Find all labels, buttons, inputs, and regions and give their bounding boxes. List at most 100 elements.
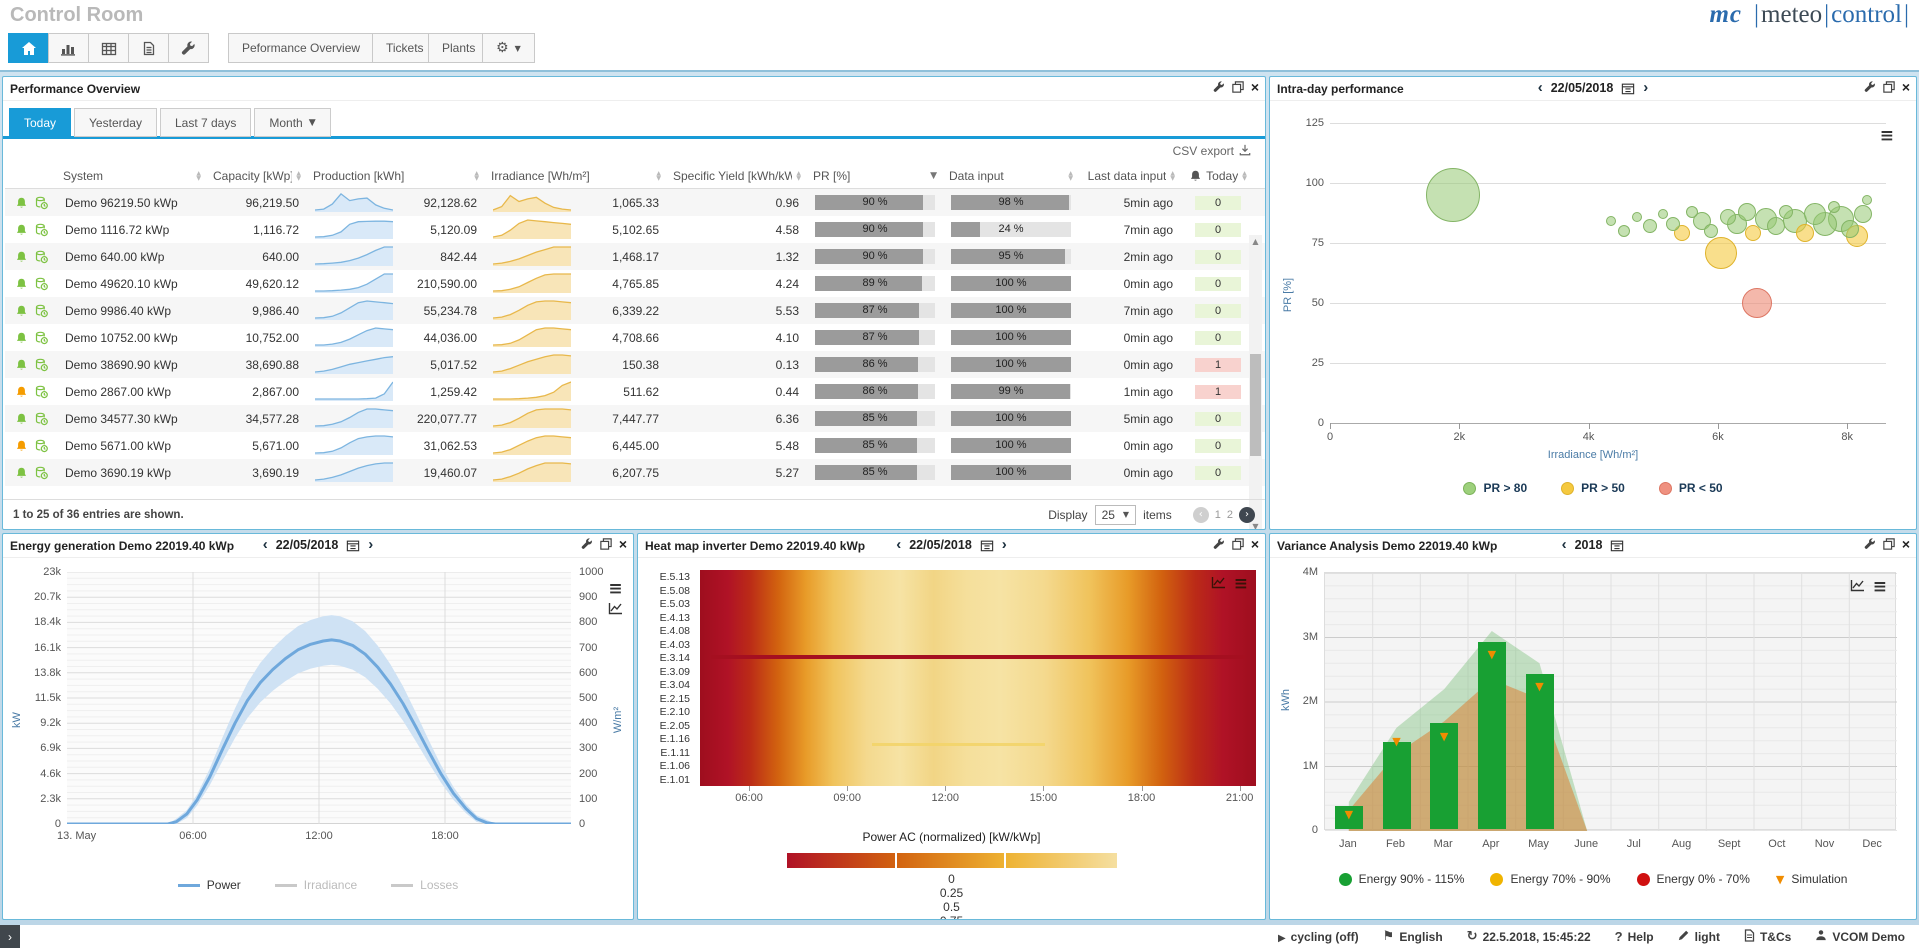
filter-caret-icon[interactable]: ▼ [930, 170, 937, 181]
calendar-button[interactable] [88, 33, 129, 63]
sort-icon[interactable]: ▲ ▼ [474, 169, 479, 182]
col-system[interactable]: System ▲ ▼ [63, 168, 201, 183]
next-date-button[interactable]: › [368, 536, 374, 553]
panel-close-icon[interactable]: × [1901, 536, 1910, 552]
sort-icon[interactable]: ▲ ▼ [196, 169, 201, 182]
data-bubble[interactable] [1841, 219, 1860, 238]
col-pr[interactable]: PR [%] ▼ [813, 168, 937, 183]
tab-month[interactable]: Month ▼ [254, 108, 331, 137]
date-label[interactable]: 22/05/2018 [1550, 81, 1614, 95]
prev-page-button[interactable]: ‹ [1192, 506, 1209, 523]
sidebar-expander[interactable]: › [0, 925, 20, 948]
system-name[interactable]: Demo 5671.00 kWp [65, 438, 172, 453]
system-name[interactable]: Demo 640.00 kWp [65, 249, 165, 264]
tab-today[interactable]: Today [9, 108, 72, 137]
legend-item[interactable]: PR > 50 [1561, 481, 1625, 495]
simulation-marker[interactable]: ▼ [1535, 679, 1544, 693]
data-bubble[interactable] [1606, 216, 1617, 227]
tools-button[interactable] [168, 33, 209, 63]
download-icon[interactable] [1239, 144, 1251, 159]
table-row[interactable]: Demo 9986.40 kWp 9,986.40 55,234.78 6,33… [5, 297, 1265, 324]
system-name[interactable]: Demo 34577.30 kWp [65, 411, 178, 426]
panel-settings-icon[interactable] [581, 538, 593, 550]
data-bubble[interactable] [1657, 209, 1668, 220]
data-bubble[interactable] [1665, 216, 1680, 231]
table-row[interactable]: Demo 1116.72 kWp 1,116.72 5,120.09 5,102… [5, 216, 1265, 243]
energy-bar[interactable] [1430, 722, 1459, 829]
statusbar-22-5-2018-15-45-22[interactable]: ↻ 22.5.2018, 15:45:22 [1466, 929, 1591, 944]
panel-popout-icon[interactable] [1883, 538, 1895, 550]
panel-popout-icon[interactable] [600, 538, 612, 550]
settings-menu-button[interactable]: ⚙ ▼ [482, 33, 535, 63]
col-production[interactable]: Production [kWh] ▲ ▼ [313, 168, 479, 183]
chart-menu-icon[interactable]: ≡ [1872, 577, 1887, 597]
scroll-up-icon[interactable]: ▲ [1252, 237, 1259, 246]
legend-item[interactable]: Power [177, 878, 241, 892]
prev-date-button[interactable]: ‹ [1561, 536, 1567, 553]
legend-item[interactable]: Losses [391, 878, 458, 892]
table-row[interactable]: Demo 38690.90 kWp 38,690.88 5,017.52 150… [5, 351, 1265, 378]
home-button[interactable] [8, 33, 49, 63]
system-name[interactable]: Demo 49620.10 kWp [65, 276, 178, 291]
table-row[interactable]: Demo 640.00 kWp 640.00 842.44 1,468.17 1… [5, 243, 1265, 270]
legend-item[interactable]: Energy 90% - 115% [1338, 872, 1464, 886]
data-bubble[interactable] [1632, 211, 1643, 222]
table-row[interactable]: Demo 2867.00 kWp 2,867.00 1,259.42 511.6… [5, 378, 1265, 405]
chart-menu-icon[interactable]: ≡ [1233, 574, 1248, 594]
line-chart-toggle-icon[interactable] [1850, 579, 1865, 595]
sort-icon[interactable]: ▲ ▼ [1170, 169, 1175, 182]
date-label[interactable]: 2018 [1574, 538, 1603, 552]
scrollbar-thumb[interactable] [1250, 354, 1261, 456]
table-row[interactable]: Demo 49620.10 kWp 49,620.12 210,590.00 4… [5, 270, 1265, 297]
data-bubble[interactable] [1738, 202, 1756, 221]
chart-menu-icon[interactable]: ≡ [608, 579, 623, 599]
data-bubble[interactable] [1861, 194, 1872, 205]
data-bubble[interactable] [1854, 205, 1873, 224]
data-bubble[interactable] [1767, 217, 1786, 236]
panel-close-icon[interactable]: × [1250, 536, 1259, 552]
panel-settings-icon[interactable] [1213, 81, 1225, 93]
panel-popout-icon[interactable] [1232, 81, 1244, 93]
panel-popout-icon[interactable] [1883, 81, 1895, 93]
charts-button[interactable] [48, 33, 89, 63]
tab-last-7-days[interactable]: Last 7 days [159, 108, 252, 137]
date-label[interactable]: 22/05/2018 [275, 538, 339, 552]
sort-icon[interactable]: ▲ ▼ [656, 169, 661, 182]
page-size-select[interactable]: 25 ▼ [1094, 504, 1137, 525]
legend-item[interactable]: PR > 80 [1463, 481, 1527, 495]
tab-yesterday[interactable]: Yesterday [74, 108, 157, 137]
data-bubble[interactable] [1745, 225, 1762, 242]
col-data-input[interactable]: Data input ▲ ▼ [949, 168, 1073, 183]
table-row[interactable]: Demo 5671.00 kWp 5,671.00 31,062.53 6,44… [5, 432, 1265, 459]
table-row[interactable]: Demo 96219.50 kWp 96,219.50 92,128.62 1,… [5, 189, 1265, 216]
next-page-button[interactable]: › [1239, 506, 1255, 523]
chart-menu-icon[interactable]: ≡ [1879, 126, 1894, 146]
energy-bar[interactable] [1382, 741, 1411, 829]
panel-close-icon[interactable]: × [1250, 79, 1259, 95]
legend-item[interactable]: Energy 70% - 90% [1490, 872, 1611, 886]
data-bubble[interactable] [1686, 205, 1699, 218]
statusbar-vcom-demo[interactable]: VCOM Demo [1815, 929, 1905, 944]
energy-bar[interactable] [1477, 641, 1506, 829]
data-bubble[interactable] [1719, 208, 1736, 225]
panel-settings-icon[interactable] [1213, 538, 1225, 550]
prev-date-button[interactable]: ‹ [896, 536, 902, 553]
system-name[interactable]: Demo 1116.72 kWp [65, 222, 170, 237]
sort-icon[interactable]: ▲ ▼ [296, 169, 301, 182]
statusbar-help[interactable]: ? Help [1614, 929, 1654, 944]
line-chart-toggle-icon[interactable] [1211, 576, 1226, 592]
csv-export-link[interactable]: CSV export [1172, 144, 1234, 158]
sort-icon[interactable]: ▲ ▼ [796, 169, 801, 182]
nav-plants[interactable]: Plants [428, 33, 490, 63]
calendar-icon[interactable] [1610, 539, 1624, 552]
statusbar-t-cs[interactable]: T&Cs [1744, 928, 1791, 945]
energy-bar[interactable] [1525, 674, 1554, 829]
statusbar-cycling-off-[interactable]: ▶ cycling (off) [1277, 929, 1359, 944]
page-number-2[interactable]: 2 [1226, 508, 1233, 521]
next-date-button[interactable]: › [1643, 79, 1649, 96]
system-name[interactable]: Demo 96219.50 kWp [65, 195, 178, 210]
simulation-marker[interactable]: ▼ [1439, 730, 1449, 744]
col-capacity[interactable]: Capacity [kWp] ▲ ▼ [213, 168, 301, 183]
simulation-marker[interactable]: ▼ [1392, 735, 1401, 749]
col-last-data-input[interactable]: Last data input ▲ ▼ [1087, 168, 1175, 183]
